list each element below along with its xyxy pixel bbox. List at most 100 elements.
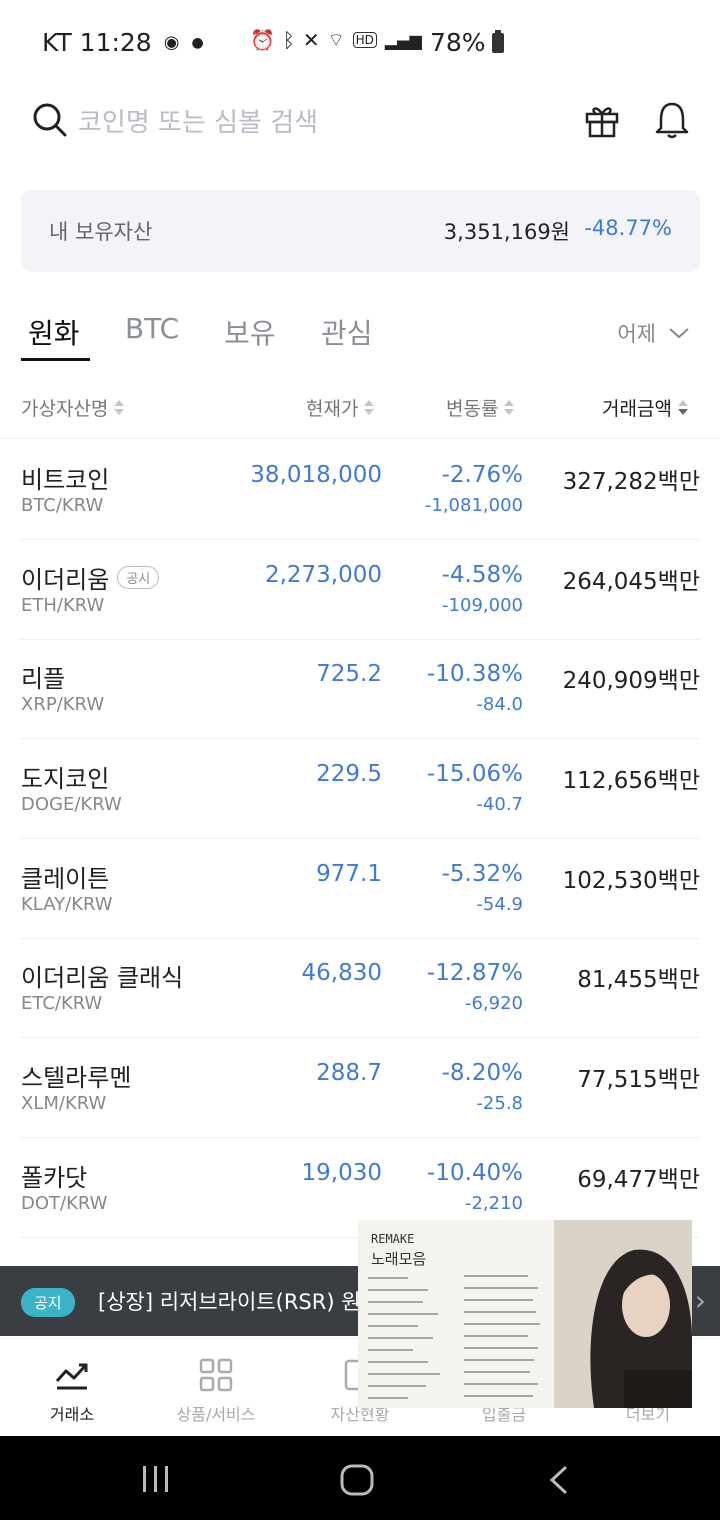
coin-diff: -84.0 xyxy=(476,694,523,715)
column-change-label: 변동률 xyxy=(446,398,499,420)
coin-diff: -2,210 xyxy=(464,1193,523,1214)
coin-rate: -10.40% xyxy=(427,1160,523,1186)
coin-volume: 77,515백만 xyxy=(577,1067,700,1093)
market-tabs: 원화 BTC 보유 관심 어제 xyxy=(0,300,720,366)
sort-icon xyxy=(364,399,375,416)
coin-price: 229.5 xyxy=(316,761,382,787)
coin-name: 이더리움 클래식 xyxy=(21,964,184,992)
home-icon[interactable] xyxy=(340,1464,374,1496)
period-label: 어제 xyxy=(617,322,656,346)
coin-price: 725.2 xyxy=(316,661,382,687)
search-icon[interactable] xyxy=(30,100,70,140)
nav-products[interactable]: 상품/서비스 xyxy=(144,1339,288,1435)
battery: 78% xyxy=(430,28,504,57)
column-volume[interactable]: 거래금액 xyxy=(602,394,688,421)
table-row[interactable]: 도지코인 DOGE/KRW 229.5 -15.06% -40.7 112,65… xyxy=(21,739,700,839)
nav-deposit[interactable]: 입출금 xyxy=(432,1339,576,1435)
sort-icon xyxy=(504,399,515,416)
mute-icon: ✕ xyxy=(302,28,320,52)
coin-diff: -6,920 xyxy=(464,993,523,1014)
column-name[interactable]: 가상자산명 xyxy=(21,394,125,421)
table-row[interactable]: 리플 XRP/KRW 725.2 -10.38% -84.0 240,909백만 xyxy=(21,639,700,739)
notice-text: [상장] 리저브라이트(RSR) 원화 xyxy=(98,1290,380,1314)
my-assets-card[interactable]: 내 보유자산 3,351,169원 -48.77% xyxy=(21,190,700,272)
coin-name: 리플 xyxy=(21,665,66,693)
status-left: KT 11:28 ◉ ● xyxy=(42,28,204,57)
column-change[interactable]: 변동률 xyxy=(446,394,515,421)
coin-name: 클레이튼 xyxy=(21,865,110,893)
notice-badge: 공지 xyxy=(21,1288,75,1317)
coin-name-wrap: 이더리움 클래식 xyxy=(21,958,183,993)
carrier-time: KT 11:28 xyxy=(42,28,152,57)
table-row[interactable]: 이더리움 클래식 ETC/KRW 46,830 -12.87% -6,920 8… xyxy=(21,938,700,1038)
search-bar[interactable]: 코인명 또는 심볼 검색 xyxy=(0,88,720,158)
coin-price: 288.7 xyxy=(316,1060,382,1086)
tab-favorites[interactable]: 관심 xyxy=(321,317,373,350)
nav-label: 상품/서비스 xyxy=(176,1405,256,1424)
table-row[interactable]: 비트코인 BTC/KRW 38,018,000 -2.76% -1,081,00… xyxy=(21,440,700,540)
nav-exchange[interactable]: 거래소 xyxy=(0,1339,144,1435)
battery-level: 78% xyxy=(430,28,486,57)
table-row[interactable]: 이더리움 공시 ETH/KRW 2,273,000 -4.58% -109,00… xyxy=(21,540,700,640)
bell-icon[interactable] xyxy=(654,100,690,140)
active-tab-indicator xyxy=(21,358,90,361)
coin-name-wrap: 폴카닷 xyxy=(21,1158,87,1193)
sort-icon xyxy=(114,399,125,416)
table-header: 가상자산명 현재가 변동률 거래금액 xyxy=(0,382,720,439)
coin-rate: -2.76% xyxy=(441,462,523,488)
column-price[interactable]: 현재가 xyxy=(306,394,375,421)
table-row[interactable]: 클레이튼 KLAY/KRW 977.1 -5.32% -54.9 102,530… xyxy=(21,839,700,939)
coin-volume: 69,477백만 xyxy=(577,1167,700,1193)
assets-value: 3,351,169원 xyxy=(443,220,570,244)
bluetooth-icon: ᛒ xyxy=(282,28,295,52)
recent-apps-icon[interactable] xyxy=(140,1464,172,1494)
coin-symbol: XLM/KRW xyxy=(21,1093,107,1114)
chart-icon xyxy=(55,1363,88,1390)
assets-rate: -48.77% xyxy=(584,216,672,240)
gift-icon[interactable] xyxy=(584,102,620,138)
coin-name-wrap: 클레이튼 xyxy=(21,859,109,894)
coin-symbol: BTC/KRW xyxy=(21,495,104,516)
back-icon[interactable] xyxy=(546,1464,572,1496)
coin-name-wrap: 스텔라루멘 xyxy=(21,1058,131,1093)
chevron-down-icon xyxy=(669,328,689,339)
tab-btc[interactable]: BTC xyxy=(125,312,180,345)
search-input[interactable]: 코인명 또는 심볼 검색 xyxy=(78,108,319,138)
coin-rate: -10.38% xyxy=(427,661,523,687)
pip-tracklist-lines xyxy=(368,1275,540,1399)
pip-video-overlay[interactable]: REMAKE 노래모음 xyxy=(358,1220,692,1408)
coin-rate: -8.20% xyxy=(441,1060,523,1086)
coin-name-wrap: 도지코인 xyxy=(21,759,109,794)
coin-name-wrap: 이더리움 공시 xyxy=(21,560,160,595)
battery-icon xyxy=(491,29,504,53)
column-volume-label: 거래금액 xyxy=(602,398,672,420)
coin-symbol: DOT/KRW xyxy=(21,1193,108,1214)
coin-name: 폴카닷 xyxy=(21,1164,88,1192)
coin-price: 38,018,000 xyxy=(250,462,382,488)
coin-rate: -12.87% xyxy=(427,960,523,986)
dot-icon: ● xyxy=(191,34,204,51)
nav-label: 더보기 xyxy=(625,1405,671,1424)
tab-holdings[interactable]: 보유 xyxy=(224,317,276,350)
coin-name: 스텔라루멘 xyxy=(21,1064,132,1092)
column-name-label: 가상자산명 xyxy=(21,398,109,420)
chevron-right-icon[interactable]: › xyxy=(694,1284,706,1317)
app-notification-icon: ◉ xyxy=(163,32,180,53)
coin-name: 이더리움 xyxy=(21,566,110,594)
coin-price: 977.1 xyxy=(316,861,382,887)
coin-price: 2,273,000 xyxy=(264,562,382,588)
status-icons: ⏰ ᛒ ✕ ⌔ HD ▂▄▆ xyxy=(250,28,422,52)
nav-label: 입출금 xyxy=(481,1405,527,1424)
coin-diff: -54.9 xyxy=(476,894,523,915)
period-selector[interactable]: 어제 xyxy=(617,318,690,348)
coin-price: 19,030 xyxy=(301,1160,382,1186)
table-row[interactable]: 스텔라루멘 XLM/KRW 288.7 -8.20% -25.8 77,515백… xyxy=(21,1038,700,1138)
pip-artist-photo xyxy=(554,1220,692,1408)
coin-symbol: XRP/KRW xyxy=(21,694,105,715)
nav-label: 거래소 xyxy=(49,1405,95,1424)
coin-diff: -25.8 xyxy=(476,1093,523,1114)
tab-krw[interactable]: 원화 xyxy=(28,317,80,350)
coin-name-wrap: 리플 xyxy=(21,659,65,694)
nav-more[interactable]: 더보기 xyxy=(576,1339,720,1435)
coin-symbol: ETH/KRW xyxy=(21,595,105,616)
